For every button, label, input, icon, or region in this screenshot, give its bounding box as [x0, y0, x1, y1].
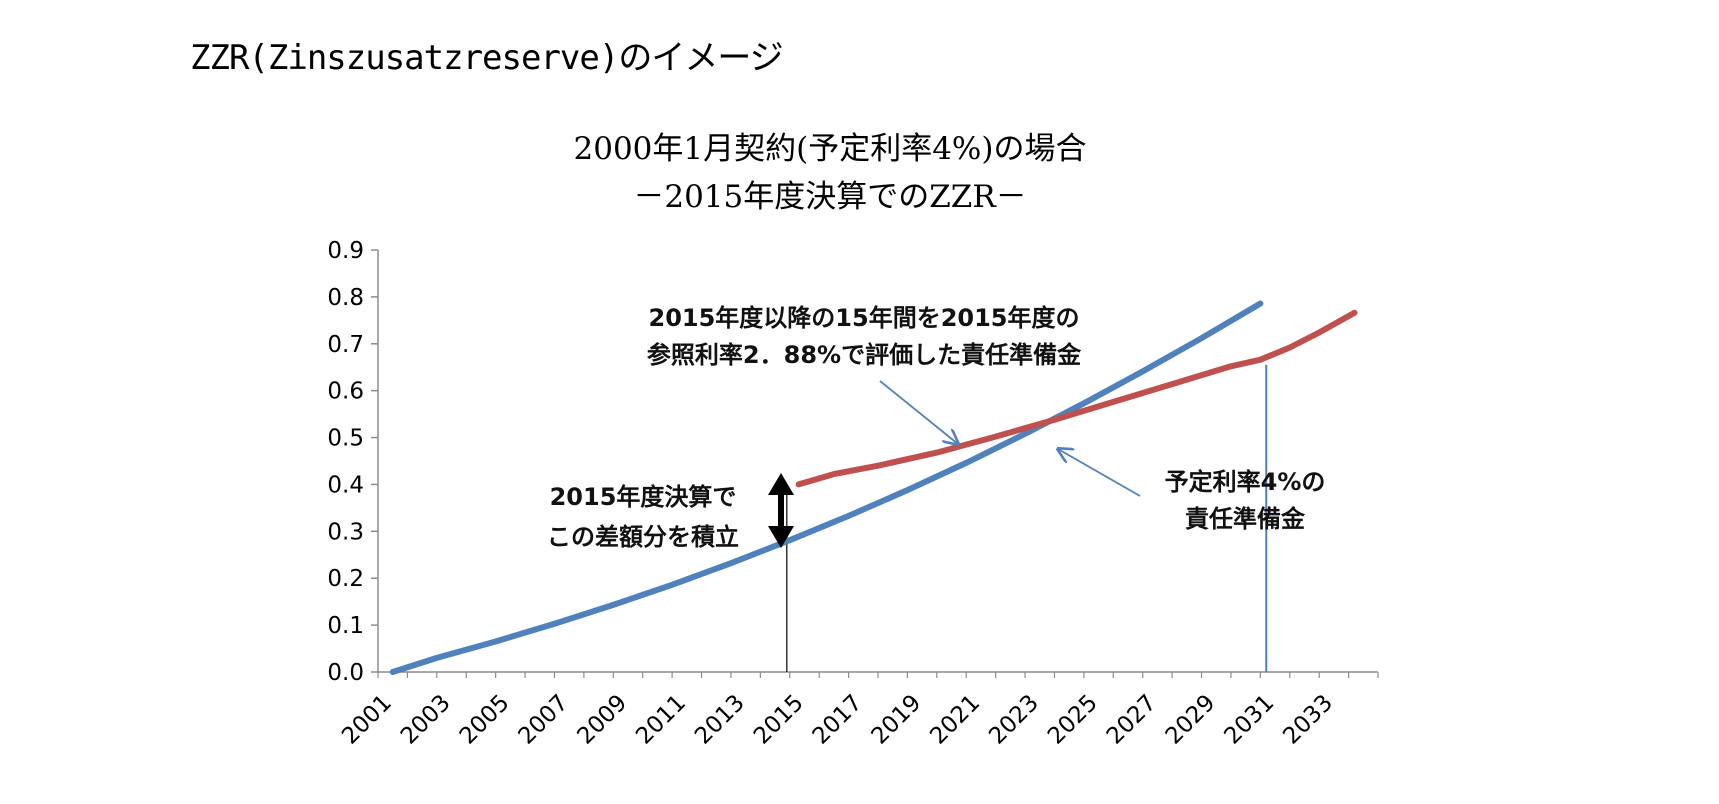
red-label-line-2: 参照利率2．88%で評価した責任準備金: [647, 341, 1082, 369]
x-tick-label: 2015: [749, 690, 809, 750]
y-axis: 0.0 0.1 0.2 0.3 0.4 0.5 0.6 0.7 0.8 0.9: [327, 238, 379, 686]
y-tick-label: 0.8: [327, 285, 364, 311]
gap-label-line-1: 2015年度決算で: [550, 483, 737, 511]
blue-label-line-1: 予定利率4%の: [1165, 468, 1326, 496]
blue-line-annotation: 予定利率4%の 責任準備金: [1058, 449, 1325, 533]
chart-title: 2000年1月契約(予定利率4%)の場合: [574, 131, 1087, 167]
x-tick-label: 2013: [690, 690, 750, 750]
y-tick-label: 0.6: [327, 379, 364, 405]
x-tick-label: 2021: [925, 690, 985, 750]
y-tick-label: 0.1: [327, 613, 364, 639]
x-tick-label: 2005: [455, 690, 515, 750]
x-tick-label: 2031: [1220, 690, 1280, 750]
x-tick-label: 2025: [1043, 690, 1103, 750]
gap-label-line-2: この差額分を積立: [547, 523, 739, 551]
page-heading: ZZR(Zinszusatzreserve)のイメージ: [190, 38, 784, 78]
chart-subtitle: －2015年度決算でのZZR－: [633, 179, 1026, 215]
x-tick-label: 2019: [867, 690, 927, 750]
double-arrow-icon: [768, 473, 794, 548]
x-tick-label: 2007: [514, 690, 574, 750]
series-lines: [389, 300, 1358, 675]
x-tick-label: 2009: [572, 690, 632, 750]
x-tick-label: 2029: [1161, 690, 1221, 750]
x-axis: 2001 2003 2005 2007 2009 2011 2013 2015 2017 2019…: [337, 671, 1379, 750]
x-tick-label: 2023: [984, 690, 1044, 750]
vertical-markers: [786, 364, 1268, 672]
blue-label-pointer: [1058, 449, 1141, 497]
y-tick-label: 0.5: [327, 426, 364, 452]
y-tick-label: 0.0: [327, 660, 364, 686]
y-tick-label: 0.3: [327, 519, 364, 545]
red-line-annotation: 2015年度以降の15年間を2015年度の 参照利率2．88%で評価した責任準備…: [647, 304, 1082, 444]
red-label-line-1: 2015年度以降の15年間を2015年度の: [649, 304, 1080, 332]
y-tick-label: 0.4: [327, 472, 364, 498]
x-tick-label: 2017: [808, 690, 868, 750]
y-tick-label: 0.9: [327, 238, 364, 264]
red-label-pointer: [879, 380, 958, 444]
x-tick-label: 2001: [337, 690, 397, 750]
blue-label-line-2: 責任準備金: [1185, 505, 1306, 533]
x-tick-label: 2011: [631, 690, 691, 750]
y-tick-label: 0.7: [327, 332, 364, 358]
gap-annotation: 2015年度決算で この差額分を積立: [547, 473, 794, 551]
x-tick-label: 2033: [1278, 690, 1338, 750]
series-line-red: [795, 309, 1358, 488]
x-tick-label: 2003: [396, 690, 456, 750]
x-tick-label: 2027: [1102, 690, 1162, 750]
series-line-blue: [389, 300, 1264, 675]
y-tick-label: 0.2: [327, 566, 364, 592]
